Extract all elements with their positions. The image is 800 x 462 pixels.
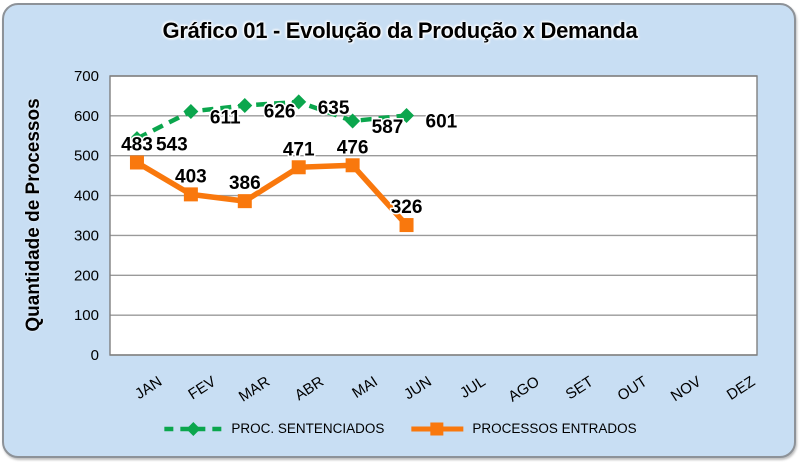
series-line-0 bbox=[135, 99, 407, 141]
diamond-marker-abr bbox=[291, 94, 307, 110]
y-tick-label-300: 300 bbox=[74, 227, 99, 244]
legend-label-processos-entrados: PROCESSOS ENTRADOS bbox=[472, 421, 637, 436]
data-label-587: 587 bbox=[372, 117, 404, 138]
diamond-marker-mar bbox=[237, 97, 253, 113]
data-label-471: 471 bbox=[283, 139, 315, 160]
x-axis-label-mai: MAI bbox=[349, 373, 381, 402]
series-line-1 bbox=[135, 160, 409, 227]
data-label-386: 386 bbox=[229, 173, 261, 194]
y-tick-label-0: 0 bbox=[91, 347, 99, 364]
y-tick-label-100: 100 bbox=[74, 307, 99, 324]
data-label-601: 601 bbox=[426, 111, 458, 132]
diamond-marker-jan bbox=[129, 131, 145, 147]
plot-border bbox=[109, 75, 758, 356]
data-label-483: 483 bbox=[121, 134, 153, 155]
legend: PROC. SENTENCIADOS PROCESSOS ENTRADOS bbox=[163, 421, 637, 436]
x-axis-label-dez: DEZ bbox=[724, 373, 758, 404]
data-label-635: 635 bbox=[318, 98, 350, 119]
x-axis-label-abr: ABR bbox=[292, 373, 327, 404]
chart-title: Gráfico 01 - Evolução da Produção x Dema… bbox=[162, 18, 638, 43]
diamond-marker-fev bbox=[183, 103, 199, 119]
x-axis-label-jul: JUL bbox=[457, 373, 489, 402]
x-axis-label-jan: JAN bbox=[132, 373, 165, 403]
x-axis-label-jun: JUN bbox=[401, 373, 435, 403]
square-marker-abr bbox=[291, 160, 306, 175]
x-axis-label-out: OUT bbox=[615, 373, 651, 405]
data-label-543: 543 bbox=[156, 135, 188, 156]
data-label-326: 326 bbox=[391, 197, 423, 218]
legend-label-proc-sentenciados: PROC. SENTENCIADOS bbox=[231, 421, 385, 436]
x-axis-label-ago: AGO bbox=[505, 373, 542, 405]
x-axis-label-nov: NOV bbox=[668, 373, 705, 405]
legend-entry-processos-entrados: PROCESSOS ENTRADOS bbox=[410, 421, 637, 436]
data-label-476: 476 bbox=[337, 137, 369, 158]
x-axis-label-fev: FEV bbox=[185, 373, 219, 403]
data-label-626: 626 bbox=[264, 101, 296, 122]
plot-background bbox=[110, 76, 757, 355]
y-tick-label-200: 200 bbox=[74, 267, 99, 284]
dashed-diamond-legend-icon bbox=[164, 421, 223, 436]
data-label-403: 403 bbox=[175, 166, 207, 187]
legend-entry-proc-sentenciados: PROC. SENTENCIADOS bbox=[163, 421, 384, 436]
data-label-611: 611 bbox=[210, 107, 241, 128]
square-marker-mar bbox=[237, 194, 252, 209]
y-tick-label-700: 700 bbox=[74, 68, 99, 85]
diamond-marker-mai bbox=[345, 113, 361, 129]
y-tick-label-400: 400 bbox=[74, 188, 99, 205]
x-axis-label-mar: MAR bbox=[236, 373, 273, 406]
square-marker-fev bbox=[183, 187, 198, 202]
y-tick-label-600: 600 bbox=[74, 108, 99, 125]
solid-square-legend-icon bbox=[411, 422, 464, 435]
square-marker-mai bbox=[345, 158, 360, 173]
y-tick-label-500: 500 bbox=[74, 148, 99, 165]
x-axis-label-set: SET bbox=[563, 373, 597, 403]
square-marker-jun bbox=[399, 218, 414, 233]
square-marker-jan bbox=[129, 155, 144, 170]
diamond-marker-jun bbox=[399, 107, 415, 123]
